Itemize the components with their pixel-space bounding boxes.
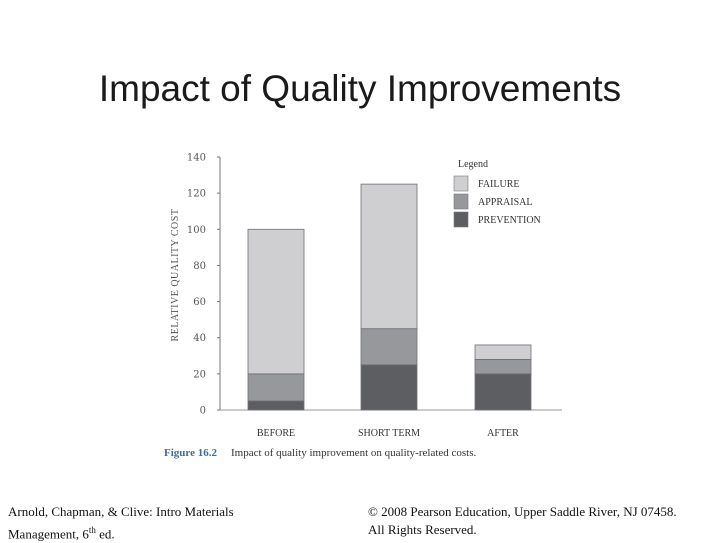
figure-caption-text: Impact of quality improvement on quality… — [230, 447, 477, 459]
legend-swatch-appraisal — [453, 193, 469, 210]
bar-segment-appraisal-before — [247, 373, 305, 402]
bar-segment-prevention-short-term — [360, 364, 418, 411]
footer-citation-line2: Management, 6th ed. — [8, 521, 234, 543]
footer-copyright-line2: All Rights Reserved. — [368, 522, 477, 537]
footer-citation-line2-post: ed. — [95, 526, 115, 542]
y-tick-label: 80 — [193, 261, 206, 272]
x-category-label: SHORT TERM — [358, 428, 420, 439]
y-tick-label: 60 — [193, 297, 206, 308]
x-category-label: AFTER — [487, 428, 519, 439]
y-tick-label: 100 — [187, 225, 206, 236]
legend-label-failure: FAILURE — [478, 179, 519, 190]
stacked-bar-chart: RELATIVE QUALITY COST 0 20 40 60 80 100 120 140… — [170, 153, 562, 439]
footer-copyright: © 2008 Pearson Education, Upper Saddle R… — [368, 503, 677, 539]
footer-copyright-line1: © 2008 Pearson Education, Upper Saddle R… — [368, 504, 677, 519]
bar-segment-failure-before — [247, 228, 305, 375]
figure-number: Figure 16.2 — [164, 447, 217, 459]
footer-citation: Arnold, Chapman, & Clive: Intro Material… — [8, 503, 234, 543]
bar-segment-appraisal-after — [474, 358, 532, 375]
y-tick-label: 0 — [200, 406, 206, 417]
legend-label-appraisal: APPRAISAL — [478, 197, 532, 208]
legend-swatch-failure — [453, 175, 469, 192]
footer-citation-line2-sup: th — [88, 525, 96, 535]
y-axis-title: RELATIVE QUALITY COST — [170, 209, 181, 342]
bar-segment-prevention-before — [247, 400, 305, 411]
footer-citation-line2-pre: Management, 6 — [8, 526, 89, 542]
y-axis-ticks: 0 20 40 60 80 100 120 140 — [187, 153, 220, 417]
y-tick-label: 20 — [193, 369, 206, 380]
legend: Legend FAILURE APPRAISAL PREVENTION — [453, 159, 541, 228]
bar-segment-failure-short-term — [360, 183, 418, 330]
figure-caption: Figure 16.2 Impact of quality improvement… — [164, 447, 476, 459]
x-category-label: BEFORE — [257, 428, 295, 439]
bar-segment-prevention-after — [474, 373, 532, 411]
y-tick-label: 140 — [187, 153, 206, 164]
legend-label-prevention: PREVENTION — [478, 215, 541, 226]
footer-citation-line1: Arnold, Chapman, & Clive: Intro Material… — [8, 504, 234, 519]
bar-segment-failure-after — [474, 344, 532, 360]
y-tick-label: 40 — [193, 333, 206, 344]
category-labels: BEFORE SHORT TERM AFTER — [257, 428, 519, 439]
slide-title: Impact of Quality Improvements — [98, 68, 622, 109]
y-tick-label: 120 — [187, 189, 206, 200]
bar-segment-appraisal-short-term — [360, 328, 418, 366]
legend-swatch-prevention — [453, 211, 469, 228]
bars — [247, 183, 532, 411]
legend-title: Legend — [458, 159, 488, 170]
